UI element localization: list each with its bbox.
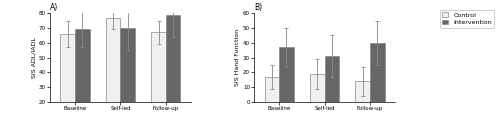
Bar (264, 77, 279, 102)
Bar (60, 34, 75, 102)
Y-axis label: SIS Hand Function: SIS Hand Function (235, 29, 240, 86)
Bar (75, 29, 90, 102)
Bar (356, 81, 370, 102)
Text: A): A) (50, 3, 58, 12)
Text: B): B) (254, 3, 262, 12)
Bar (370, 43, 384, 102)
Bar (310, 74, 324, 102)
Y-axis label: SIS ADL/IADL: SIS ADL/IADL (31, 37, 36, 78)
Bar (106, 18, 120, 102)
Bar (120, 28, 135, 102)
Bar (152, 32, 166, 102)
Bar (324, 56, 339, 102)
Legend: Control, Intervention: Control, Intervention (440, 10, 494, 28)
Bar (279, 47, 293, 102)
Bar (166, 15, 180, 102)
